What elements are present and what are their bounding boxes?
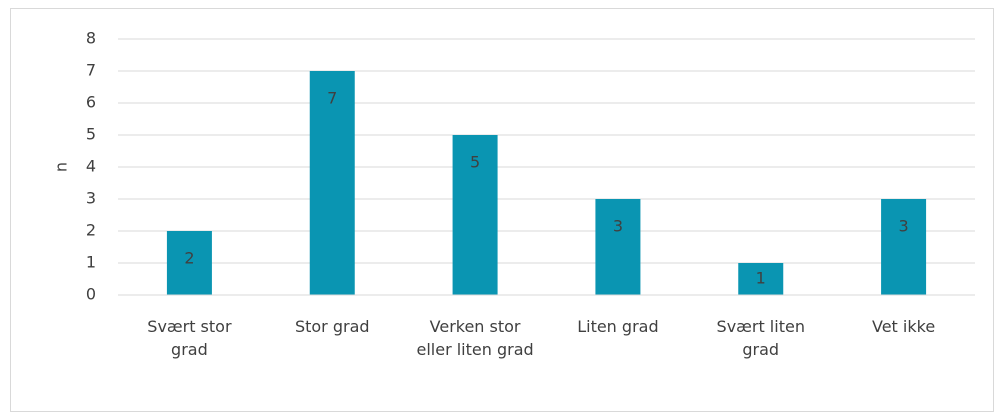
data-label: 2	[184, 249, 194, 268]
y-tick-label: 0	[86, 285, 96, 304]
y-tick-label: 2	[86, 221, 96, 240]
data-label: 5	[470, 153, 480, 172]
bar	[881, 199, 927, 295]
bar	[738, 263, 784, 295]
bar	[595, 199, 641, 295]
x-tick-label: Stor grad	[294, 317, 370, 336]
data-label: 7	[327, 89, 337, 108]
y-tick-label: 5	[86, 125, 96, 144]
x-tick-label: Verken stor eller liten grad	[416, 317, 534, 359]
y-tick-label: 6	[86, 93, 96, 112]
y-axis-label: n	[52, 162, 71, 172]
data-label: 3	[613, 217, 623, 236]
bar	[166, 231, 212, 295]
y-tick-label: 8	[86, 29, 96, 48]
data-label: 1	[756, 269, 766, 288]
x-tick-label: Vet ikke	[872, 317, 936, 336]
bar	[452, 135, 498, 295]
y-tick-label: 3	[86, 189, 96, 208]
bar	[309, 71, 355, 295]
y-tick-label: 1	[86, 253, 96, 272]
data-label: 3	[898, 217, 908, 236]
x-tick-label: Svært liten grad	[716, 317, 805, 359]
x-tick-label: Svært stor grad	[147, 317, 232, 359]
y-tick-label: 4	[86, 157, 96, 176]
x-tick-label: Liten grad	[577, 317, 659, 336]
y-tick-label: 7	[86, 61, 96, 80]
